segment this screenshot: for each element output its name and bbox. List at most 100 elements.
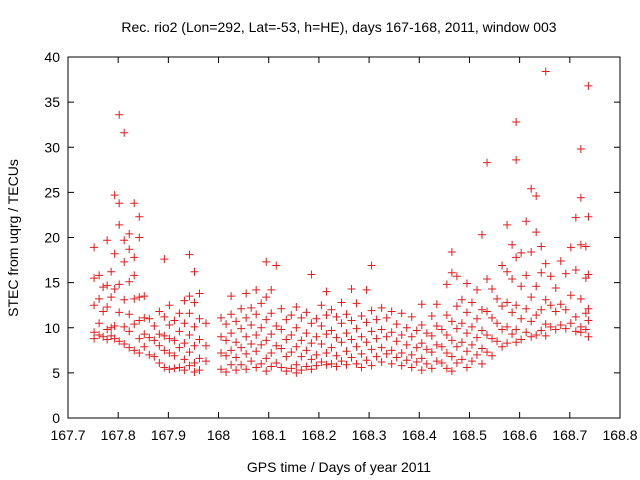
data-point: [262, 336, 271, 345]
data-point: [277, 304, 286, 313]
data-point: [417, 339, 426, 348]
data-point: [417, 354, 426, 363]
data-point: [576, 294, 585, 303]
data-point: [387, 346, 396, 355]
data-point: [584, 212, 593, 221]
y-tick-label: 25: [44, 184, 60, 200]
data-point: [252, 347, 261, 356]
data-point: [498, 261, 507, 270]
data-point: [190, 358, 199, 367]
data-point: [337, 319, 346, 328]
data-point: [452, 342, 461, 351]
data-point: [571, 312, 580, 321]
data-point: [402, 356, 411, 365]
data-point: [90, 334, 99, 343]
data-point: [551, 284, 560, 293]
data-point: [347, 316, 356, 325]
data-point: [512, 301, 521, 310]
data-point: [247, 339, 256, 348]
data-point: [262, 367, 271, 376]
data-point: [352, 299, 361, 308]
data-point: [327, 326, 336, 335]
data-point: [478, 230, 486, 239]
data-point: [367, 306, 376, 315]
data-point: [452, 302, 461, 311]
y-tick-label: 10: [44, 320, 60, 336]
data-point: [95, 319, 104, 328]
data-point: [120, 339, 129, 348]
data-point: [337, 298, 346, 307]
data-point: [541, 331, 550, 340]
data-point: [282, 335, 291, 344]
data-point: [347, 335, 356, 344]
axes: 167.7 167.8 167.9 168 168.1 168.2 168.3 168.4 16…: [44, 49, 637, 443]
data-point: [135, 233, 144, 242]
data-point: [342, 360, 351, 369]
data-point: [180, 366, 189, 375]
data-point: [130, 271, 139, 280]
data-point: [457, 295, 466, 304]
data-point: [242, 289, 251, 298]
data-point: [367, 361, 376, 370]
data-point: [498, 302, 507, 311]
data-point: [317, 301, 326, 310]
data-point: [503, 298, 512, 307]
data-point: [402, 340, 411, 349]
data-point: [566, 319, 575, 328]
data-point: [584, 316, 593, 325]
data-point: [397, 330, 406, 339]
y-tick-label: 5: [52, 365, 60, 381]
data-point: [541, 320, 550, 329]
data-point: [387, 307, 396, 316]
data-point: [508, 308, 517, 317]
x-tick-label: 168.2: [301, 427, 336, 443]
data-point: [170, 336, 179, 345]
data-point: [125, 343, 134, 352]
data-point: [312, 361, 321, 370]
data-point: [498, 325, 507, 334]
data-point: [297, 366, 306, 375]
data-point: [190, 367, 199, 376]
data-point: [556, 256, 565, 265]
y-tick-label: 15: [44, 275, 60, 291]
data-point: [422, 345, 431, 354]
data-point: [561, 305, 570, 314]
data-point: [160, 363, 169, 372]
data-point: [150, 321, 159, 330]
data-point: [372, 334, 381, 343]
data-point: [202, 357, 210, 366]
data-point: [392, 320, 401, 329]
data-point: [185, 309, 194, 318]
data-point: [202, 319, 210, 328]
data-point: [472, 350, 481, 359]
data-point: [367, 327, 376, 336]
data-point: [292, 323, 301, 332]
data-point: [493, 319, 502, 328]
data-point: [532, 282, 541, 291]
data-point: [322, 360, 331, 369]
data-point: [125, 327, 134, 336]
data-point: [508, 330, 517, 339]
data-points: [90, 67, 593, 377]
data-point: [327, 359, 336, 368]
data-point: [282, 352, 291, 361]
data-point: [297, 336, 306, 345]
data-point: [307, 319, 316, 328]
data-point: [392, 337, 401, 346]
data-point: [427, 331, 436, 340]
data-point: [352, 324, 361, 333]
data-point: [262, 354, 271, 363]
data-point: [307, 365, 316, 374]
data-point: [272, 358, 281, 367]
data-point: [217, 332, 226, 341]
data-point: [478, 344, 486, 353]
data-point: [175, 309, 184, 318]
data-point: [287, 364, 296, 373]
data-point: [130, 253, 139, 262]
data-point: [508, 275, 517, 284]
data-point: [397, 349, 406, 358]
data-point: [452, 272, 461, 281]
data-point: [312, 314, 321, 323]
data-point: [95, 330, 104, 339]
